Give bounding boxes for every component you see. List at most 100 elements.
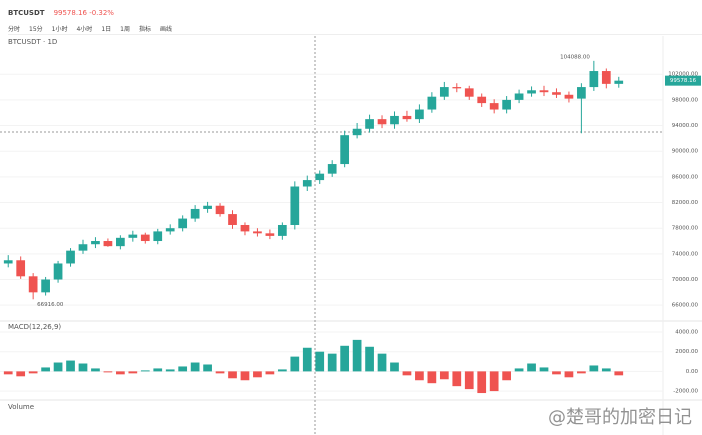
macd-bar (315, 351, 325, 372)
macd-bar (203, 364, 212, 372)
toolbar-item[interactable]: 1周 (120, 25, 130, 33)
candle-body (365, 119, 374, 129)
candle-body (116, 237, 125, 247)
symbol[interactable]: BTCUSDT (8, 9, 45, 17)
y-tick-label: 78000.00 (672, 226, 699, 232)
macd-bar (253, 371, 262, 378)
high-label: 104088.00 (560, 54, 590, 60)
candle-body (514, 93, 524, 100)
candle-body (477, 96, 487, 104)
candle-body (41, 279, 50, 293)
watermark: @楚哥的加密日记 (548, 407, 692, 428)
y-tick-label: 70000.00 (672, 277, 699, 283)
candle-body (539, 90, 549, 93)
macd-bar (589, 365, 599, 372)
y-tick-label: 90000.00 (672, 149, 699, 155)
candle-body (589, 71, 599, 88)
toolbar-item[interactable]: 4小时 (76, 25, 93, 33)
macd-bar (527, 363, 536, 372)
candle-body (265, 233, 275, 236)
macd-bar (103, 371, 113, 373)
macd-bar (452, 371, 462, 387)
macd-title: MACD(12,26,9) (8, 323, 61, 331)
y-tick-label: 86000.00 (672, 174, 699, 180)
candle-body (28, 276, 38, 293)
last-price-box (665, 75, 701, 86)
macd-bar (140, 370, 150, 372)
macd-bar (390, 362, 399, 372)
candle-body (564, 94, 574, 99)
candle-body (16, 260, 26, 277)
low-label: 66916.00 (37, 302, 64, 308)
candle-body (464, 88, 474, 97)
macd-bar (352, 339, 362, 372)
macd-bar (365, 346, 374, 372)
candle-body (165, 228, 175, 232)
macd-bar (153, 368, 163, 372)
candle-body (415, 109, 424, 120)
macd-bar (577, 371, 586, 374)
macd-bar (477, 371, 487, 394)
candle-body (3, 260, 13, 264)
price: 99578.16 -0.32% (53, 9, 114, 17)
candle-body (140, 234, 150, 242)
candle-body (577, 87, 586, 99)
candle-body (215, 205, 225, 215)
candle-body (614, 80, 624, 84)
candle-body (128, 234, 138, 238)
toolbar-item[interactable]: 指标 (138, 25, 151, 33)
candle-body (552, 92, 561, 95)
candle-body (190, 208, 200, 219)
macd-bar (66, 360, 75, 372)
macd-bar (41, 367, 50, 372)
toolbar-item[interactable]: 画线 (159, 25, 172, 33)
macd-bar (427, 371, 437, 384)
macd-bar (489, 371, 499, 392)
last-price: 99578.16 (670, 78, 697, 84)
macd-bar (16, 371, 26, 377)
candle-body (66, 250, 75, 264)
header: BTCUSDT 99578.16 -0.32% (8, 4, 702, 22)
candle-body (340, 135, 350, 165)
candle-body (228, 214, 237, 225)
candle-body (153, 231, 163, 242)
toolbar-item[interactable]: 分时 (8, 25, 21, 33)
candle-body (527, 90, 536, 94)
y-tick-label: 98000.00 (672, 97, 699, 103)
toolbar-item[interactable]: 1日 (101, 25, 112, 33)
macd-bar (128, 371, 138, 374)
macd-bar (228, 371, 237, 379)
macd-bar (240, 371, 250, 381)
candle-body (352, 128, 362, 136)
candle-body (390, 115, 399, 125)
macd-bar (552, 371, 561, 375)
candle-body (253, 231, 262, 234)
macd-bar (28, 371, 38, 374)
macd-bar (91, 368, 100, 372)
candle-body (402, 115, 412, 120)
macd-bar (564, 371, 574, 378)
candle-body (78, 244, 88, 251)
macd-bar (614, 371, 624, 376)
toolbar-item[interactable]: 15分 (29, 25, 43, 33)
y-tick-label: 94000.00 (672, 123, 699, 129)
macd-bar (439, 371, 449, 380)
macd-bar (165, 369, 175, 372)
toolbar-item[interactable]: 1小时 (51, 25, 68, 33)
macd-bar (178, 366, 188, 372)
toolbar: 分时 15分 1小时 4小时 1日 1周 指标 画线 (8, 22, 702, 35)
macd-bar (464, 371, 474, 390)
y-tick-label: 66000.00 (672, 303, 699, 309)
macd-bar (402, 371, 412, 376)
macd-bar (327, 353, 337, 372)
macd-bar (265, 371, 275, 375)
candle-body (53, 263, 63, 280)
candle-body (277, 224, 287, 236)
candle-body (240, 224, 250, 232)
macd-bar (601, 368, 611, 372)
candle-body (302, 180, 312, 187)
macd-bar (116, 371, 125, 375)
macd-bar (340, 345, 350, 372)
macd-bar (190, 362, 200, 372)
